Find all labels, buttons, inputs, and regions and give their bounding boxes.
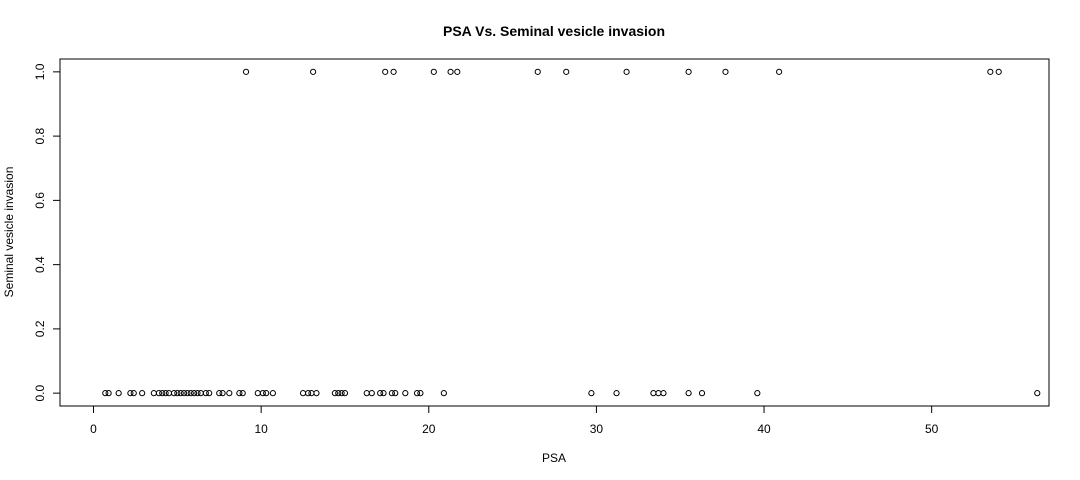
data-point <box>331 390 339 397</box>
data-point <box>430 68 437 75</box>
data-point <box>259 390 266 397</box>
x-tick-label: 40 <box>757 422 771 436</box>
y-tick-label: 0.2 <box>33 320 47 337</box>
data-point <box>150 390 157 397</box>
data-point <box>685 68 692 75</box>
data-point <box>236 390 243 397</box>
data-point <box>197 390 204 397</box>
data-point <box>402 390 409 397</box>
data-point <box>623 68 630 75</box>
data-point <box>698 390 706 397</box>
data-point <box>184 390 191 397</box>
y-tick-label: 0.8 <box>33 127 47 144</box>
x-tick-label: 50 <box>925 422 939 436</box>
data-point <box>995 68 1002 75</box>
y-axis: 0.0 0.2 0.4 0.6 0.8 1.0 <box>33 63 61 401</box>
data-point <box>269 390 276 397</box>
y-tick-label: 1.0 <box>33 63 47 80</box>
data-point <box>242 68 250 75</box>
data-point <box>563 68 570 75</box>
data-point <box>155 390 162 397</box>
data-point <box>660 390 667 397</box>
data-point <box>388 390 396 397</box>
data-point <box>987 68 994 75</box>
data-point <box>363 390 370 397</box>
data-point <box>127 390 134 397</box>
data-point <box>174 390 181 397</box>
data-point <box>102 390 109 397</box>
data-point <box>191 390 198 397</box>
data-point <box>613 390 620 397</box>
data-point <box>534 68 541 75</box>
data-point <box>263 390 270 397</box>
data-point <box>454 68 461 75</box>
data-point <box>239 390 246 397</box>
data-point <box>308 390 315 397</box>
data-point <box>1034 390 1041 397</box>
data-point <box>338 390 345 397</box>
data-point <box>165 390 173 397</box>
data-point <box>776 68 783 75</box>
data-point <box>655 390 662 397</box>
data-point <box>180 390 188 397</box>
data-point <box>159 390 166 397</box>
data-point <box>390 68 397 75</box>
data-point <box>115 390 122 397</box>
data-point <box>299 390 307 397</box>
data-point <box>194 390 201 397</box>
y-tick-label: 0.6 <box>33 192 47 209</box>
data-point <box>588 390 595 397</box>
y-tick-label: 0.0 <box>33 384 47 401</box>
data-point <box>187 390 194 397</box>
y-axis-label: Seminal vesicle invasion <box>2 167 16 298</box>
x-tick-label: 30 <box>590 422 604 436</box>
data-point <box>216 390 223 397</box>
data-point <box>685 390 692 397</box>
data-point <box>335 390 342 397</box>
data-point <box>440 390 447 397</box>
data-point <box>219 390 226 397</box>
data-point <box>341 390 349 397</box>
chart-title: PSA Vs. Seminal vesicle invasion <box>443 23 665 39</box>
data-point <box>105 390 112 397</box>
x-axis-label: PSA <box>542 451 566 465</box>
data-point <box>170 390 178 397</box>
data-point <box>226 390 233 397</box>
y-tick-label: 0.4 <box>33 256 47 273</box>
data-point <box>413 390 421 397</box>
x-tick-label: 10 <box>254 422 268 436</box>
data-point <box>722 68 729 75</box>
x-axis: 0 10 20 30 40 50 <box>90 405 939 436</box>
x-tick-label: 20 <box>422 422 436 436</box>
data-point <box>313 390 320 397</box>
data-point <box>310 68 317 75</box>
data-point <box>254 390 261 397</box>
data-point <box>130 390 137 397</box>
data-point <box>382 68 389 75</box>
data-point <box>417 390 424 397</box>
data-point <box>162 390 169 397</box>
data-point <box>754 390 761 397</box>
data-point <box>650 390 657 397</box>
plot-frame <box>59 58 1050 407</box>
data-point <box>377 390 384 397</box>
data-point <box>392 390 399 397</box>
data-point <box>177 390 184 397</box>
data-point <box>447 68 454 75</box>
x-tick-label: 0 <box>90 422 97 436</box>
data-point <box>304 390 312 397</box>
data-point <box>202 390 209 397</box>
data-point <box>206 390 213 397</box>
data-points <box>102 68 1041 397</box>
data-point <box>368 390 375 397</box>
data-point <box>139 390 146 397</box>
data-point <box>380 390 387 397</box>
